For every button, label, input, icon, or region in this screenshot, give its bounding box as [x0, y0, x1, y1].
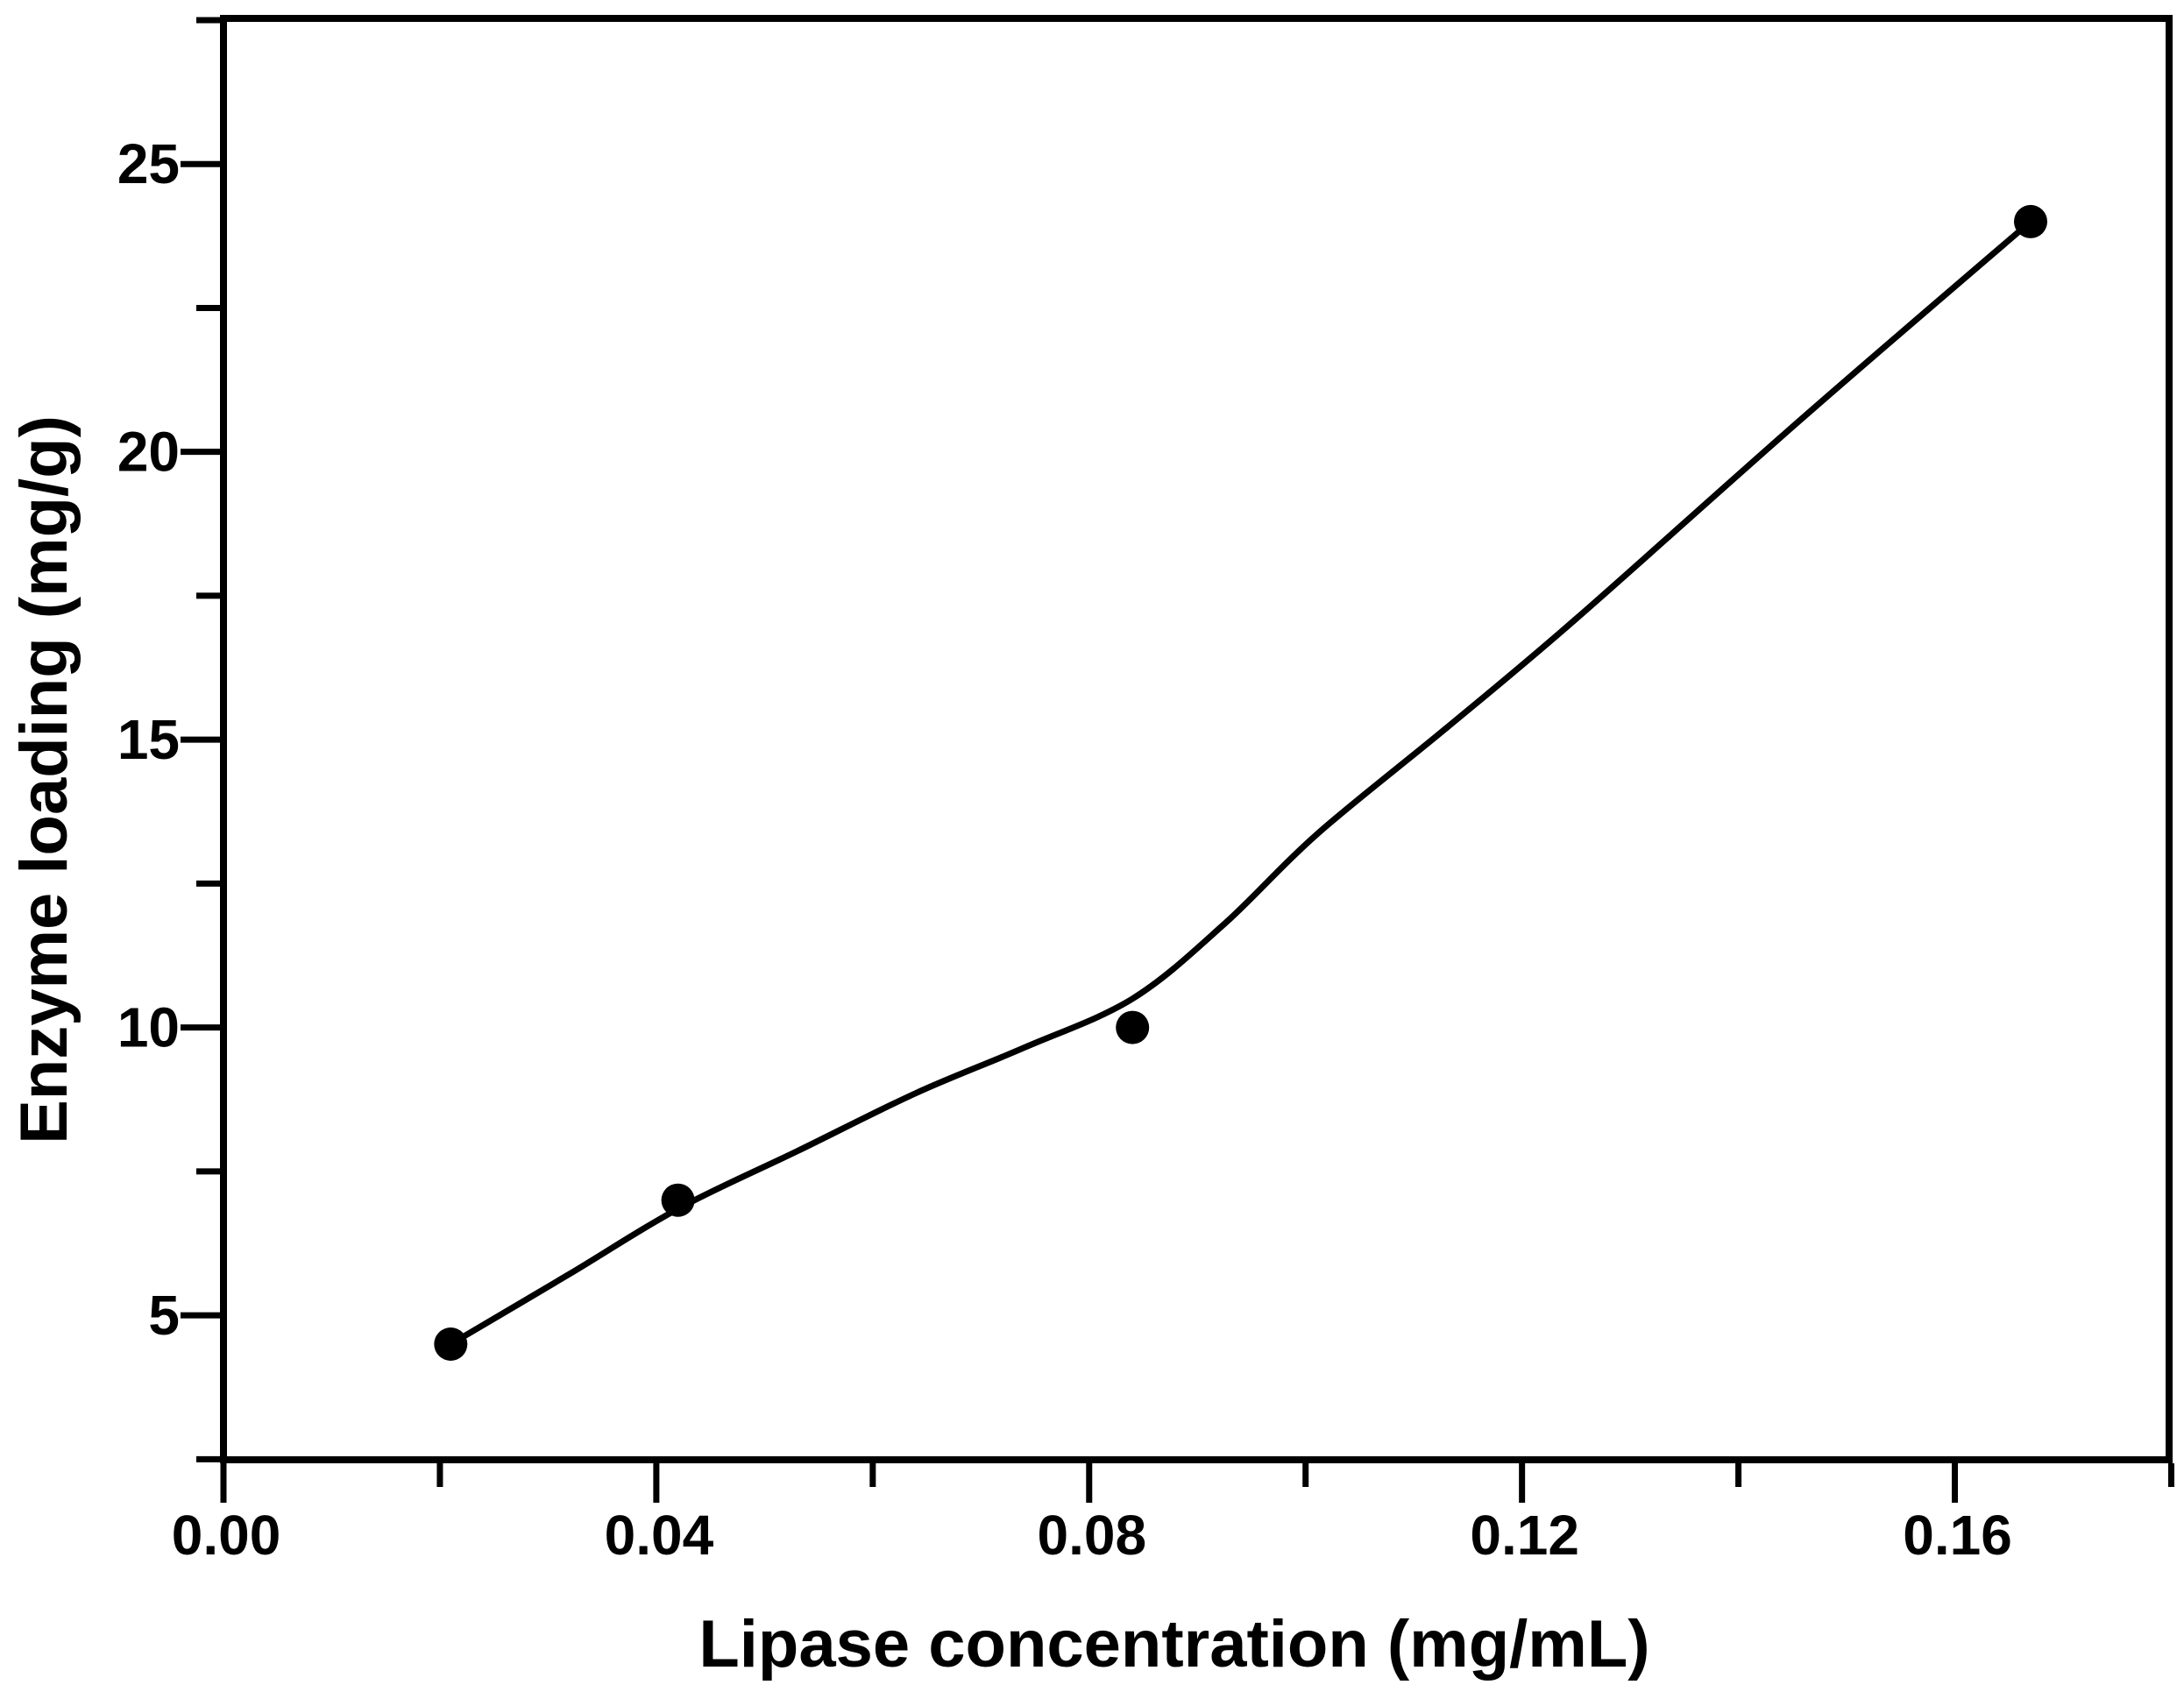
y-axis-title: Enzyme loading (mg/g)	[7, 415, 82, 1144]
x-tick-label: 0.12	[1470, 1504, 1579, 1567]
y-tick-label: 10	[117, 996, 180, 1059]
y-tick-label: 5	[148, 1284, 180, 1347]
y-tick-label: 20	[117, 421, 180, 484]
y-tick-label: 15	[117, 708, 180, 771]
data-points-layer	[434, 204, 2047, 1361]
data-point	[2014, 204, 2047, 238]
x-tick-label: 0.00	[172, 1504, 281, 1567]
x-tick-label: 0.04	[605, 1504, 714, 1567]
x-tick-label: 0.16	[1903, 1504, 2012, 1567]
axis-tick-labels: 0.00 0.04 0.08 0.12 0.16 5 10 15 20 25	[117, 132, 2012, 1567]
x-axis-title: Lipase concentration (mg/mL)	[698, 1607, 1649, 1681]
x-tick-label: 0.08	[1037, 1504, 1146, 1567]
data-point	[1116, 1010, 1150, 1044]
y-tick-label: 25	[117, 132, 180, 195]
data-point	[661, 1183, 695, 1217]
axis-ticks	[181, 17, 2174, 1503]
plot-border-box	[220, 15, 2173, 1463]
data-point	[434, 1327, 468, 1361]
